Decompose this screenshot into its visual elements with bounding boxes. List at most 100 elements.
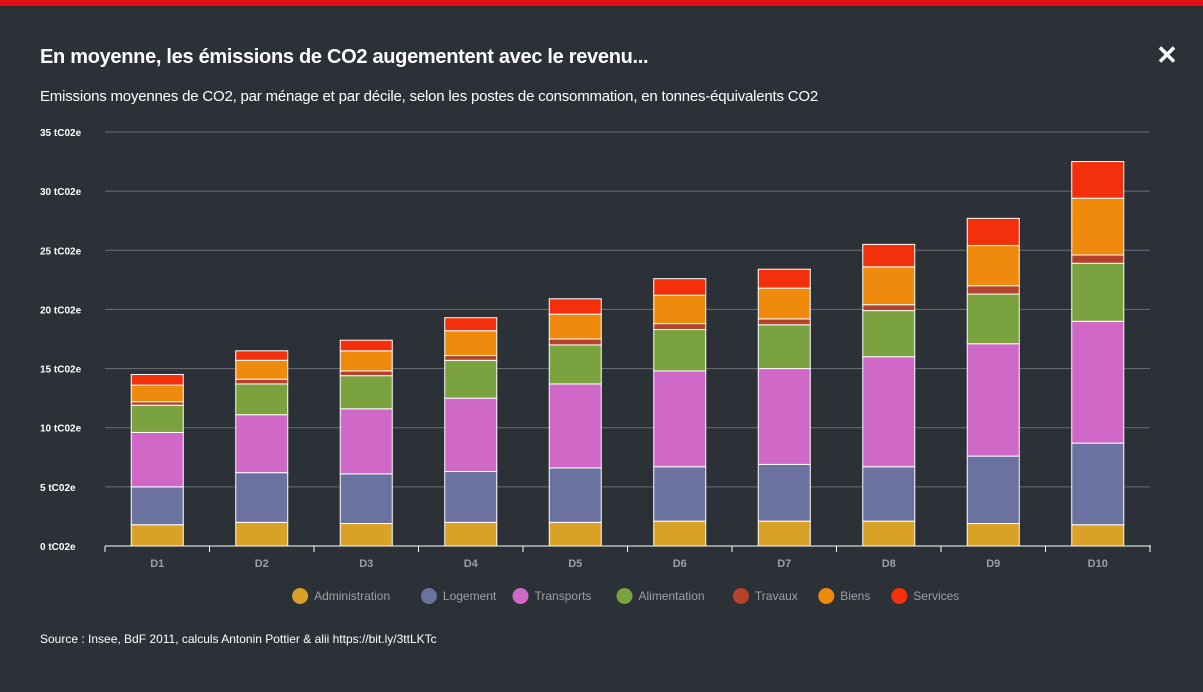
bar-segment-travaux-d6 <box>653 323 707 331</box>
x-tick-label: D8 <box>882 558 896 570</box>
bar-segment-administration-d1 <box>130 524 184 547</box>
legend-swatch-services <box>891 588 908 604</box>
x-tick-label: D10 <box>1088 558 1108 570</box>
legend-label-logement: Logement <box>443 589 497 603</box>
bar-segment-transports-d4 <box>444 397 498 472</box>
bar-segment-logement-d1 <box>130 486 184 526</box>
bar-segment-travaux-d1 <box>130 401 184 406</box>
bar-segment-logement-d9 <box>966 455 1020 525</box>
bar-segment-biens-d9 <box>966 245 1020 287</box>
bar-segment-travaux-d9 <box>966 285 1020 295</box>
bar-segment-travaux-d2 <box>235 378 289 385</box>
bar-segment-services-d9 <box>966 217 1020 247</box>
bar-segment-administration-d4 <box>444 521 498 547</box>
legend-label-biens: Biens <box>840 589 870 603</box>
y-tick-label: 25 tC02e <box>40 246 82 257</box>
bar-segment-alimentation-d8 <box>862 310 916 358</box>
x-tick-label: D4 <box>464 558 479 570</box>
bar-segment-biens-d1 <box>130 384 184 403</box>
bar-segment-transports-d6 <box>653 370 707 468</box>
bar-segment-biens-d3 <box>339 350 393 372</box>
bar-segment-travaux-d5 <box>548 338 602 346</box>
bar-segment-administration-d5 <box>548 521 602 547</box>
bar-segment-services-d3 <box>339 339 393 352</box>
bar-segment-transports-d2 <box>235 414 289 474</box>
legend-swatch-alimentation <box>616 588 633 604</box>
x-tick-label: D7 <box>777 558 791 570</box>
bar-segment-alimentation-d1 <box>130 404 184 433</box>
bar-segment-biens-d10 <box>1071 197 1125 256</box>
legend-swatch-travaux <box>732 588 749 604</box>
bar-segment-administration-d3 <box>339 523 393 547</box>
bar-segment-administration-d8 <box>862 520 916 547</box>
accent-bar <box>0 0 1203 6</box>
bar-segment-transports-d3 <box>339 408 393 475</box>
bar-segment-biens-d7 <box>757 287 811 320</box>
bar-segment-biens-d8 <box>862 266 916 306</box>
bar-segment-alimentation-d10 <box>1071 262 1125 322</box>
y-tick-label: 30 tC02e <box>40 187 82 198</box>
bar-segment-transports-d9 <box>966 343 1020 457</box>
bar-segment-transports-d5 <box>548 383 602 469</box>
legend-swatch-logement <box>420 588 437 604</box>
bar-segment-administration-d9 <box>966 523 1020 547</box>
close-button[interactable]: ✕ <box>1156 40 1178 70</box>
bar-segment-alimentation-d4 <box>444 359 498 399</box>
bar-segment-services-d2 <box>235 350 289 361</box>
bar-segment-alimentation-d5 <box>548 344 602 385</box>
chart-subtitle: Emissions moyennes de CO2, par ménage et… <box>40 88 819 105</box>
bar-segment-logement-d6 <box>653 466 707 522</box>
bar-segment-biens-d5 <box>548 313 602 340</box>
bar-segment-transports-d8 <box>862 356 916 468</box>
bar-segment-biens-d6 <box>653 294 707 325</box>
legend-swatch-transports <box>512 588 529 604</box>
legend-label-alimentation: Alimentation <box>639 589 705 603</box>
bar-segment-biens-d2 <box>235 359 289 380</box>
bar-segment-logement-d2 <box>235 472 289 523</box>
y-tick-label: 15 tC02e <box>40 365 82 376</box>
bar-segment-logement-d3 <box>339 473 393 525</box>
x-tick-label: D2 <box>255 558 269 570</box>
bar-segment-transports-d1 <box>130 431 184 488</box>
x-tick-label: D1 <box>150 558 164 570</box>
bar-segment-services-d10 <box>1071 161 1125 199</box>
bar-segment-travaux-d8 <box>862 304 916 312</box>
bar-segment-administration-d7 <box>757 520 811 547</box>
legend-label-services: Services <box>913 589 959 603</box>
bar-segment-administration-d2 <box>235 521 289 547</box>
y-tick-label: 35 tC02e <box>40 128 82 139</box>
legend-label-transports: Transports <box>535 589 592 603</box>
x-tick-label: D3 <box>359 558 373 570</box>
bar-segment-alimentation-d2 <box>235 383 289 416</box>
bar-segment-services-d7 <box>757 268 811 289</box>
legend-label-administration: Administration <box>314 589 390 603</box>
bar-segment-alimentation-d9 <box>966 293 1020 345</box>
bar-segment-logement-d5 <box>548 467 602 523</box>
bar-segment-services-d4 <box>444 317 498 332</box>
bar-segment-services-d1 <box>130 373 184 386</box>
y-tick-label: 0 tC02e <box>40 542 76 553</box>
bar-segment-logement-d8 <box>862 466 916 522</box>
bar-segment-services-d5 <box>548 298 602 315</box>
chart-title: En moyenne, les émissions de CO2 augemen… <box>40 46 649 68</box>
legend-label-travaux: Travaux <box>755 589 798 603</box>
legend-swatch-administration <box>292 588 309 604</box>
bar-segment-alimentation-d3 <box>339 375 393 410</box>
x-tick-label: D9 <box>986 558 1000 570</box>
bar-segment-alimentation-d7 <box>757 324 811 370</box>
bar-segment-services-d8 <box>862 243 916 268</box>
bar-segment-administration-d10 <box>1071 524 1125 547</box>
x-tick-label: D6 <box>673 558 687 570</box>
source-note: Source : Insee, BdF 2011, calculs Antoni… <box>40 632 437 646</box>
bar-segment-services-d6 <box>653 278 707 296</box>
bar-segment-alimentation-d6 <box>653 329 707 372</box>
legend-swatch-biens <box>818 588 835 604</box>
bar-segment-travaux-d3 <box>339 370 393 377</box>
bar-segment-administration-d6 <box>653 520 707 547</box>
bar-segment-travaux-d10 <box>1071 254 1125 264</box>
y-tick-label: 5 tC02e <box>40 483 76 494</box>
bar-segment-logement-d10 <box>1071 442 1125 526</box>
bar-segment-transports-d7 <box>757 368 811 465</box>
y-tick-label: 10 tC02e <box>40 424 82 435</box>
